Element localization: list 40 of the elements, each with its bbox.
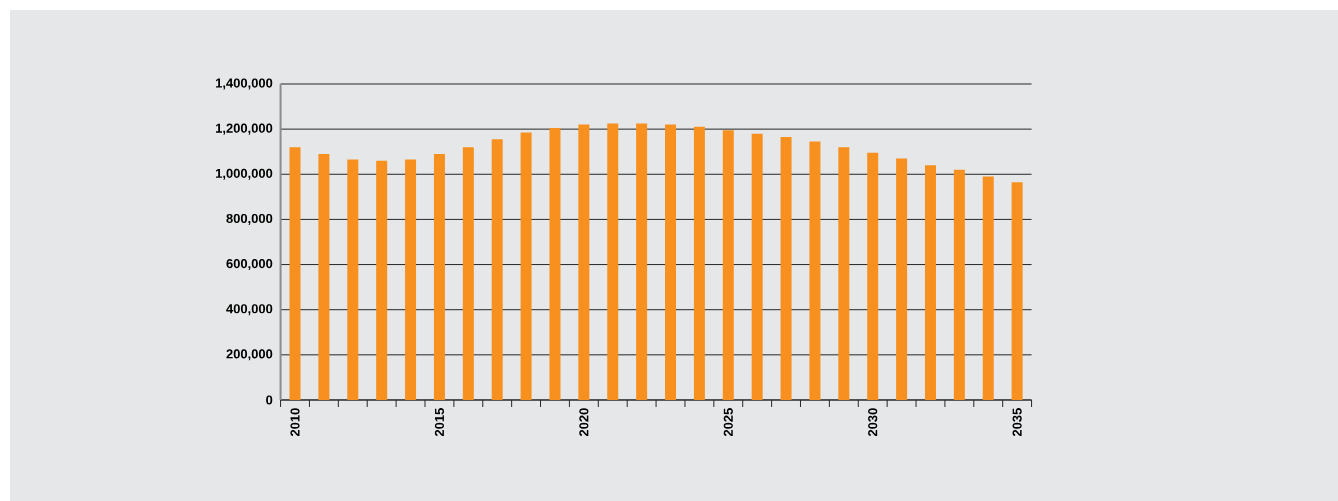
bar	[636, 123, 648, 400]
y-tick-label: 800,000	[226, 213, 273, 225]
bar	[953, 169, 965, 400]
bar	[462, 147, 474, 400]
y-tick-label: 1,000,000	[216, 168, 273, 180]
x-tick-label: 2035	[1012, 408, 1022, 437]
bar	[549, 128, 561, 400]
x-tick-label: 2025	[723, 408, 733, 437]
bar	[433, 153, 445, 400]
bar	[809, 141, 821, 400]
bar	[347, 159, 359, 400]
x-tick-label: 2030	[868, 408, 878, 437]
bar	[376, 160, 388, 400]
bar	[982, 176, 994, 400]
y-tick-label: 1,200,000	[216, 123, 273, 135]
y-tick-label: 600,000	[226, 259, 273, 271]
x-tick-label: 2015	[434, 408, 445, 437]
bar	[693, 126, 705, 400]
x-tick-label: 2020	[579, 408, 589, 437]
y-tick-label: 1,400,000	[216, 78, 273, 90]
bar	[867, 152, 879, 400]
bar	[520, 132, 532, 400]
bar	[665, 124, 677, 400]
bar	[722, 130, 734, 400]
bar	[578, 124, 590, 400]
bar	[780, 137, 792, 400]
bar	[1011, 182, 1023, 400]
y-tick-label: 0	[266, 395, 273, 405]
y-tick-label: 200,000	[226, 349, 273, 361]
bar	[838, 147, 850, 400]
y-tick-label: 400,000	[226, 304, 273, 316]
bar	[318, 153, 330, 400]
x-tick-label: 2010	[290, 408, 300, 437]
bar	[289, 147, 301, 400]
bar	[924, 165, 936, 400]
bar	[896, 158, 908, 400]
bar	[491, 139, 503, 400]
bar	[405, 159, 417, 400]
bar	[607, 123, 619, 400]
bar	[751, 133, 763, 400]
